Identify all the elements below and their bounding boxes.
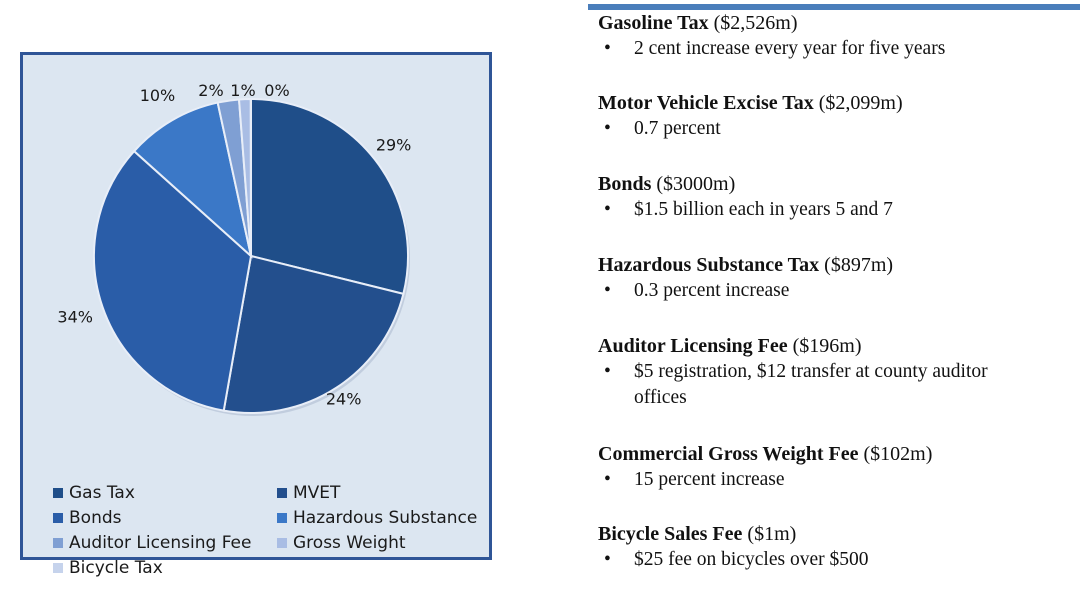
- slice-percent-label: 10%: [140, 86, 176, 105]
- legend-item-auditor-licensing-fee: Auditor Licensing Fee: [53, 533, 251, 553]
- entry-amount: ($897m): [824, 254, 894, 276]
- pie-chart-frame: 29% 24% 34% 10% 2% 1% 0% Gas Tax MVET Bonds Hazar…: [20, 52, 492, 578]
- bullet-dot: •: [604, 549, 611, 570]
- entry-name: Gasoline Tax: [598, 12, 709, 34]
- entry-amount: ($2,526m): [713, 12, 798, 34]
- funding-entry-gasoline-tax: Gasoline Tax ($2,526m) • 2 cent increase …: [598, 10, 1068, 62]
- pie-slice-hazardous-substance: [132, 101, 253, 259]
- slice-percent-label: 2%: [198, 81, 223, 100]
- legend-swatch: [53, 513, 63, 523]
- legend-label: Auditor Licensing Fee: [69, 533, 252, 553]
- entry-amount: ($102m): [863, 443, 933, 465]
- bullet-dot: •: [604, 361, 611, 382]
- legend-swatch: [277, 513, 287, 523]
- bullet-dot: •: [604, 38, 611, 59]
- entry-detail: 0.3 percent increase: [634, 280, 790, 301]
- entry-detail: 2 cent increase every year for five year…: [634, 38, 946, 59]
- entry-detail: 0.7 percent: [634, 118, 721, 139]
- entry-amount: ($1m): [747, 523, 797, 545]
- legend-swatch: [53, 538, 63, 548]
- legend-label: Bicycle Tax: [69, 558, 163, 578]
- pie-chart: 29% 24% 34% 10% 2% 1% 0%: [57, 81, 412, 416]
- pie-slice-mvet: [222, 254, 405, 414]
- legend-label: Gross Weight: [293, 533, 406, 553]
- funding-entry-bicycle-sales-fee: Bicycle Sales Fee ($1m) • $25 fee on bicy…: [598, 521, 1068, 573]
- entry-detail: $5 registration, $12 transfer at county …: [634, 361, 988, 408]
- entry-name: Bicycle Sales Fee: [598, 523, 743, 545]
- pie-slice-gas-tax: [250, 97, 409, 296]
- slice-percent-label: 29%: [376, 136, 412, 155]
- bullet-dot: •: [604, 199, 611, 220]
- legend-swatch: [277, 538, 287, 548]
- pie-slice-bonds: [93, 149, 253, 412]
- legend-item-bicycle-tax: Bicycle Tax: [53, 558, 163, 578]
- legend-item-gas-tax: Gas Tax: [53, 483, 135, 503]
- entry-name: Hazardous Substance Tax: [598, 254, 820, 276]
- legend-label: Bonds: [69, 508, 122, 528]
- slice-percent-label: 1%: [230, 81, 255, 100]
- funding-entry-commercial-gross-weight-fee: Commercial Gross Weight Fee ($102m) • 15 …: [598, 441, 1068, 493]
- entry-detail: $1.5 billion each in years 5 and 7: [634, 199, 893, 220]
- bullet-dot: •: [604, 280, 611, 301]
- legend-item-gross-weight: Gross Weight: [277, 533, 406, 553]
- slice-percent-label: 0%: [264, 81, 289, 100]
- top-rule: [588, 4, 1080, 10]
- funding-entry-motor-vehicle-excise-tax: Motor Vehicle Excise Tax ($2,099m) • 0.7 …: [598, 90, 1068, 142]
- legend-swatch: [277, 488, 287, 498]
- entry-name: Auditor Licensing Fee: [598, 335, 788, 357]
- entry-name: Motor Vehicle Excise Tax: [598, 92, 814, 114]
- slice-percent-label: 24%: [326, 390, 362, 409]
- legend-label: Gas Tax: [69, 483, 135, 503]
- entry-name: Bonds: [598, 173, 652, 195]
- entry-amount: ($2,099m): [818, 92, 903, 114]
- funding-entry-bonds: Bonds ($3000m) • $1.5 billion each in yea…: [598, 171, 1068, 223]
- bullet-dot: •: [604, 118, 611, 139]
- legend-swatch: [53, 563, 63, 573]
- legend-item-mvet: MVET: [277, 483, 340, 503]
- bullet-dot: •: [604, 469, 611, 490]
- entry-amount: ($3000m): [656, 173, 736, 195]
- funding-entry-hazardous-substance-tax: Hazardous Substance Tax ($897m) • 0.3 per…: [598, 252, 1068, 304]
- funding-entry-auditor-licensing-fee: Auditor Licensing Fee ($196m) • $5 regist…: [598, 333, 1068, 411]
- entry-amount: ($196m): [792, 335, 862, 357]
- entry-detail: 15 percent increase: [634, 469, 785, 490]
- legend-item-hazardous-substance: Hazardous Substance: [277, 508, 477, 528]
- legend-label: Hazardous Substance: [293, 508, 478, 528]
- entry-detail: $25 fee on bicycles over $500: [634, 549, 869, 570]
- legend-item-bonds: Bonds: [53, 508, 122, 528]
- legend-swatch: [53, 488, 63, 498]
- legend-label: MVET: [293, 483, 341, 503]
- slice-percent-label: 34%: [57, 308, 93, 327]
- entry-name: Commercial Gross Weight Fee: [598, 443, 859, 465]
